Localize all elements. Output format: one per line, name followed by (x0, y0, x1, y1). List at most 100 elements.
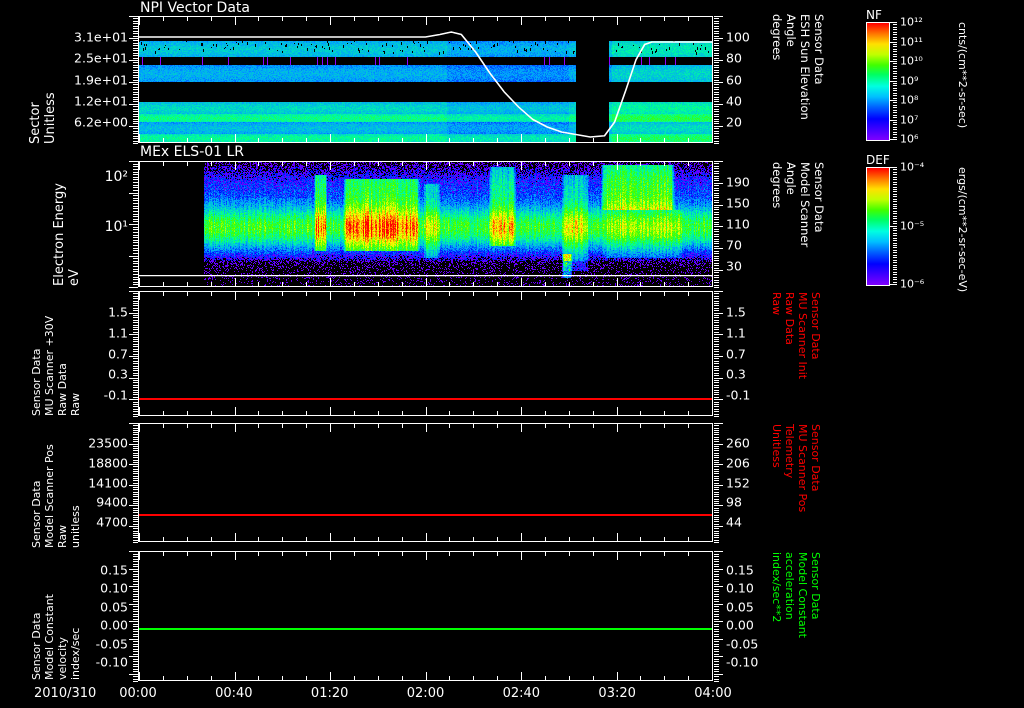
x-tick-mark (425, 278, 427, 286)
x-tick-mark (210, 162, 212, 166)
x-tick-mark (186, 552, 188, 556)
x-tick-mark (425, 424, 427, 432)
x-tick-mark (712, 533, 713, 541)
axis-tick-label: -0.05 (726, 636, 759, 652)
x-tick-mark (712, 278, 713, 286)
x-tick-mark (377, 292, 379, 296)
x-tick-mark (162, 411, 164, 415)
panel-model-constant-velocity[interactable] (138, 551, 713, 681)
colorbar-tick-label: 10⁹ (900, 74, 919, 87)
x-tick-mark (210, 138, 212, 142)
x-tick-mark (568, 292, 570, 296)
x-axis-tick-label: 01:20 (310, 686, 349, 701)
x-tick-mark (568, 282, 570, 286)
x-tick-mark (210, 537, 212, 541)
x-tick-mark (449, 162, 451, 166)
axis-tick-label: 4700 (96, 514, 128, 530)
colorbar-tick-label: 10⁻⁶ (900, 277, 925, 291)
x-tick-mark (330, 424, 331, 432)
x-tick-mark (497, 676, 499, 680)
axis-tick-label: 100 (726, 29, 750, 45)
x-tick-mark (616, 134, 618, 142)
x-tick-mark (521, 407, 522, 415)
x-tick-mark (330, 407, 331, 415)
def-colorbar (866, 167, 890, 286)
x-tick-mark (186, 138, 188, 142)
axis-tick-label: 0.00 (726, 617, 754, 633)
x-tick-mark (521, 134, 522, 142)
x-tick-mark (688, 676, 690, 680)
x-tick-mark (377, 552, 379, 556)
x-tick-mark (330, 552, 331, 560)
x-tick-mark (353, 17, 355, 21)
x-tick-mark (330, 17, 331, 25)
colorbar-tick-label: 10⁷ (900, 113, 919, 126)
x-tick-mark (234, 134, 236, 142)
x-tick-mark (521, 552, 522, 560)
x-tick-mark (664, 411, 666, 415)
x-tick-mark (258, 552, 260, 556)
x-tick-mark (616, 424, 618, 432)
x-tick-mark (162, 138, 164, 142)
x-tick-mark (282, 138, 284, 142)
x-tick-mark (473, 138, 475, 142)
panel-mu-scanner-30v-raw[interactable] (138, 291, 713, 416)
x-tick-mark (544, 676, 546, 680)
nf-colorbar-unit: cnts/(cm**2-sr-sec) (956, 22, 969, 129)
x-tick-mark (353, 292, 355, 296)
x-tick-mark (186, 537, 188, 541)
x-tick-mark (162, 676, 164, 680)
axis-tick-label: 44 (726, 514, 742, 530)
colorbar-tick-label: 10⁻⁵ (900, 219, 925, 232)
axis-tick-label: 0.3 (108, 366, 128, 382)
x-tick-mark (640, 411, 642, 415)
x-tick-mark (258, 411, 260, 415)
x-tick-mark (664, 162, 666, 166)
x-tick-mark (186, 411, 188, 415)
x-tick-mark (592, 282, 594, 286)
axis-tick-label: 18800 (88, 455, 128, 471)
x-tick-mark (544, 17, 546, 21)
x-tick-mark (568, 138, 570, 142)
x-tick-mark (234, 672, 236, 680)
x-tick-mark (353, 424, 355, 428)
x-tick-mark (258, 282, 260, 286)
panel3-right-axis-label: Sensor Data MU Scanner Init Raw Data Raw (770, 292, 822, 380)
axis-tick-marks (129, 423, 138, 543)
x-tick-mark (186, 17, 188, 21)
x-tick-mark (616, 533, 618, 541)
panel-mex-els-01-lr[interactable] (138, 161, 713, 287)
x-tick-mark (544, 282, 546, 286)
x-tick-mark (592, 424, 594, 428)
x-tick-mark (425, 672, 427, 680)
x-tick-mark (521, 424, 522, 432)
x-tick-mark (401, 676, 403, 680)
x-tick-mark (568, 676, 570, 680)
axis-tick-label: 0.7 (726, 346, 746, 361)
axis-tick-label: 0.10 (100, 580, 128, 596)
axis-tick-label: 152 (726, 475, 750, 490)
axis-tick-marks (714, 291, 723, 417)
x-tick-mark (592, 17, 594, 21)
axis-tick-marks (129, 161, 138, 288)
x-tick-mark (258, 162, 260, 166)
panel-model-scanner-pos[interactable] (138, 423, 713, 542)
x-tick-mark (473, 676, 475, 680)
x-tick-mark (497, 282, 499, 286)
axis-tick-label: 1.5 (726, 304, 746, 320)
x-tick-mark (473, 537, 475, 541)
x-tick-mark (544, 411, 546, 415)
x-tick-mark (712, 134, 713, 142)
x-tick-mark (688, 17, 690, 21)
x-tick-mark (521, 292, 522, 300)
x-tick-mark (497, 138, 499, 142)
x-tick-mark (497, 162, 499, 166)
x-tick-mark (258, 292, 260, 296)
x-tick-mark (330, 134, 331, 142)
x-axis-tick-label: 04:00 (694, 686, 732, 701)
colorbar-tick-label: 10¹¹ (900, 35, 923, 48)
x-tick-mark (449, 138, 451, 142)
panel-npi-vector-data[interactable] (138, 16, 713, 143)
x-tick-mark (664, 552, 666, 556)
axis-tick-label: 6.2e+00 (74, 114, 128, 130)
